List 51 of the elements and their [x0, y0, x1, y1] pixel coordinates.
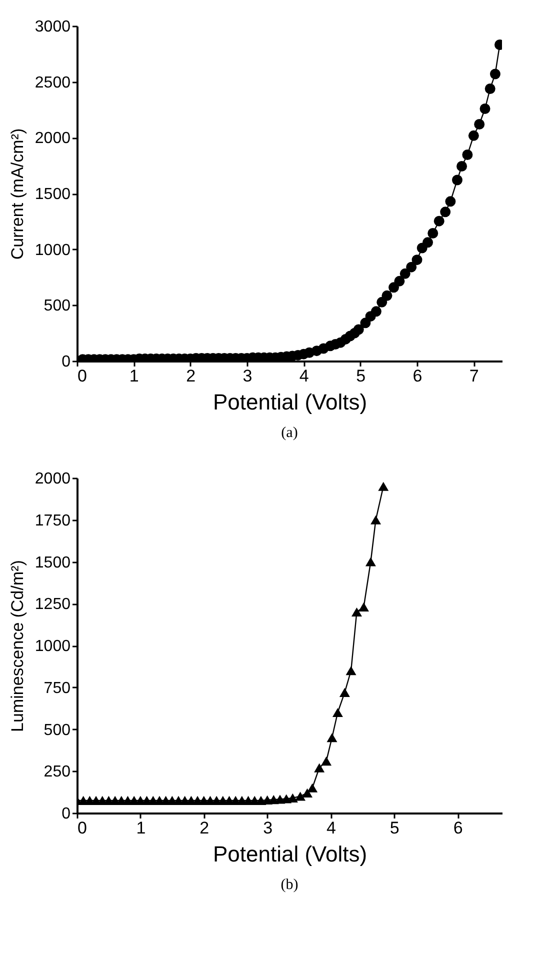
y-tick-label: 500	[44, 722, 71, 739]
point	[365, 557, 376, 566]
x-tick-label: 0	[78, 818, 87, 838]
x-axis-title: Potential (Volts)	[212, 390, 368, 414]
y-tick-label: 0	[62, 806, 71, 822]
y-tick-label: 750	[44, 680, 71, 697]
x-axis-title: Potential (Volts)	[212, 842, 368, 866]
y-tick-label: 500	[44, 298, 71, 315]
point	[358, 602, 369, 612]
x-tick-label: 4	[326, 818, 336, 838]
x-tick-label: 5	[390, 818, 400, 838]
point	[314, 763, 325, 772]
point	[326, 733, 338, 742]
point	[339, 688, 350, 697]
x-tick-label: 3	[263, 818, 273, 838]
x-tick-label: 4	[299, 366, 309, 386]
x-tick-label: 7	[469, 366, 479, 386]
y-tick-label: 1250	[34, 596, 71, 614]
point	[346, 666, 356, 676]
x-tick-label: 1	[129, 366, 139, 386]
x-tick-label: 5	[356, 366, 366, 386]
x-tick-label: 1	[136, 818, 146, 838]
y-tick-label: 0	[62, 354, 71, 370]
y-tick-label: 1000	[34, 638, 71, 655]
point	[370, 515, 382, 524]
x-tick-label: 6	[412, 366, 422, 386]
x-tick-label: 2	[186, 366, 196, 386]
point	[321, 756, 332, 766]
y-tick-label: 250	[44, 764, 71, 781]
y-axis-title: Luminescence (Cd/m²)	[8, 560, 27, 732]
y-tick-label: 2000	[34, 470, 71, 488]
y-tick-label: 2500	[34, 74, 71, 92]
text: (a)	[281, 425, 298, 441]
y-tick-label: 1000	[34, 242, 71, 259]
point	[302, 788, 313, 798]
y-tick-label: 2000	[34, 130, 71, 148]
y-tick-label: 1500	[34, 554, 71, 572]
y-tick-label: 3000	[34, 18, 71, 36]
y-tick-label: 1750	[34, 512, 71, 530]
point	[295, 792, 306, 801]
point	[351, 607, 362, 617]
x-tick-label: 0	[78, 366, 87, 386]
point	[378, 482, 389, 491]
point	[307, 783, 318, 792]
x-tick-label: 6	[453, 818, 463, 838]
y-axis-title: Current (mA/cm²)	[8, 128, 27, 260]
point	[332, 708, 343, 718]
x-tick-label: 2	[200, 818, 210, 838]
text: (b)	[280, 877, 298, 893]
y-tick-label: 1500	[34, 186, 71, 203]
x-tick-label: 3	[242, 366, 252, 386]
